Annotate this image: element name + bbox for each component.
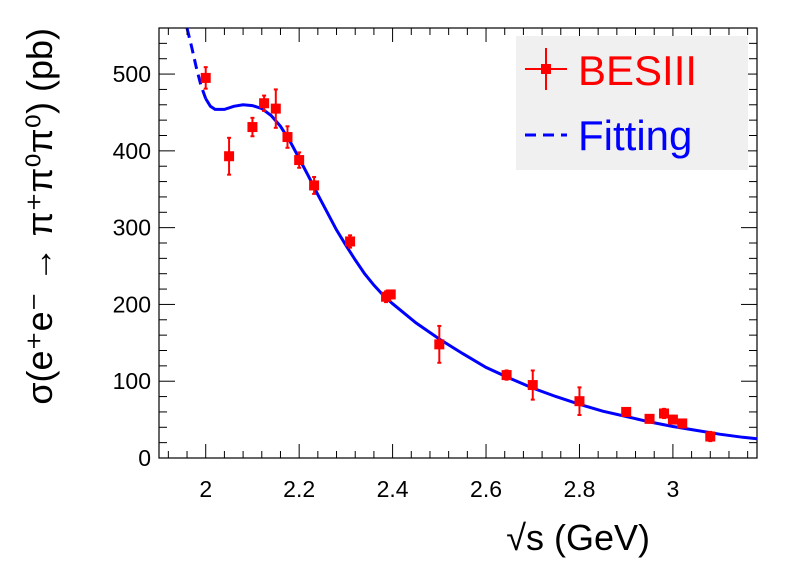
point-marker [224,151,235,162]
data-point [294,151,305,169]
point-marker [294,155,305,166]
y-tick-label: 0 [138,445,151,471]
point-marker [200,72,211,83]
point-marker [574,396,585,407]
x-tick-label: 2 [199,476,212,502]
point-marker [270,103,281,114]
point-marker [501,370,512,381]
y-tick-label: 100 [113,368,151,394]
y-axis-title: σ(e⁺e⁻ → π⁺π⁰π⁰) (pb) [19,28,60,405]
point-marker [621,406,632,417]
data-point [259,94,270,112]
point-marker [527,380,538,391]
data-point [247,116,258,138]
point-marker [282,132,293,143]
point-marker [259,98,270,109]
data-point [385,289,396,300]
point-marker [385,289,396,300]
point-marker [644,413,655,424]
x-tick-label: 2.8 [563,476,595,502]
y-tick-label: 200 [113,291,151,317]
data-point [501,369,512,381]
x-tick-label: 2.4 [377,476,409,502]
x-tick-label: 2.2 [283,476,315,502]
point-marker [345,236,356,247]
point-marker [309,180,320,191]
x-tick-label: 2.6 [470,476,502,502]
data-point [282,125,293,149]
data-point [434,324,445,364]
legend: BESIII Fitting [516,36,748,170]
point-marker [247,122,258,133]
data-point [705,430,716,443]
axis-ticks: 2 2.2 2.4 2.6 2.8 3 0 100 200 300 400 500 [113,27,757,502]
legend-fitting-label: Fitting [578,112,692,159]
data-point [677,418,688,429]
y-tick-label: 500 [113,61,151,87]
legend-besiii-marker [541,64,551,74]
point-marker [434,339,445,350]
data-point [345,234,356,249]
data-point [644,413,655,424]
x-tick-label: 3 [667,476,680,502]
legend-besiii-label: BESIII [578,47,697,94]
y-tick-label: 400 [113,138,151,164]
point-marker [659,408,670,419]
data-point [574,386,585,416]
data-point [200,66,211,90]
data-point [270,88,281,129]
point-marker [705,431,716,442]
x-axis-title: √s (GeV) [506,517,650,558]
point-marker [677,418,688,429]
data-point [667,414,678,425]
legend-entry-besiii: BESIII [525,47,697,94]
data-point [309,175,320,195]
fit-curve-dashed [185,27,208,100]
data-point [527,369,538,401]
y-tick-label: 300 [113,215,151,241]
point-marker [667,414,678,425]
legend-entry-fitting: Fitting [525,112,692,159]
data-point [659,407,670,420]
legend-box [516,36,748,170]
data-point [224,136,235,176]
data-point [621,406,632,417]
data-points-layer [200,66,716,443]
